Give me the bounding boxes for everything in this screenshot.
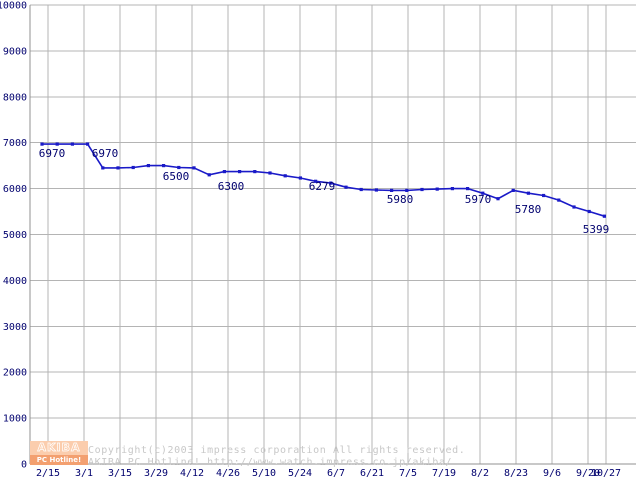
- data-point-value-label: 6500: [163, 170, 190, 183]
- data-point-marker: [253, 170, 257, 174]
- data-point-value-label: 6970: [39, 147, 66, 160]
- x-tick-label: 6/21: [360, 468, 384, 479]
- y-tick-label: 3000: [3, 322, 27, 333]
- y-axis-ticks: 0 1000 2000 3000 4000 5000 6000 7000 8000 9000 100…: [0, 1, 27, 471]
- data-point-marker: [496, 197, 500, 201]
- x-tick-label: 3/1: [75, 468, 93, 479]
- y-tick-label: 6000: [3, 184, 27, 195]
- x-tick-label: 7/19: [432, 468, 456, 479]
- data-point-value-label: 5399: [583, 223, 610, 236]
- data-point-marker: [86, 142, 90, 146]
- y-tick-label: 1000: [3, 414, 27, 425]
- x-tick-label: 5/24: [288, 468, 312, 479]
- logo-subtitle: PC Hotline!: [30, 455, 88, 465]
- data-point-value-label: 6279: [309, 180, 336, 193]
- data-point-marker: [405, 188, 409, 192]
- x-tick-label: 10/27: [591, 468, 621, 479]
- data-point-marker: [420, 187, 424, 192]
- data-point-marker: [450, 187, 454, 191]
- x-tick-label: 2/15: [36, 468, 60, 479]
- data-point-marker: [222, 170, 226, 174]
- data-point-marker: [192, 166, 196, 170]
- data-point-value-label: 6300: [218, 180, 245, 193]
- x-tick-label: 5/10: [252, 468, 276, 479]
- x-tick-label: 6/7: [327, 468, 345, 479]
- data-point-marker: [238, 170, 242, 174]
- data-point-marker: [40, 142, 44, 146]
- data-point-value-label: 5970: [465, 193, 492, 206]
- data-point-marker: [542, 193, 546, 198]
- x-tick-label: 9/20: [576, 468, 600, 479]
- y-tick-label: 2000: [3, 368, 27, 379]
- x-tick-label: 3/15: [108, 468, 132, 479]
- data-point-marker: [481, 191, 485, 195]
- data-point-marker: [70, 142, 74, 146]
- data-point-marker: [557, 198, 561, 202]
- data-point-value-label: 5780: [515, 203, 542, 216]
- data-series: [42, 143, 605, 217]
- data-point-marker: [207, 173, 211, 177]
- data-point-marker: [602, 214, 606, 218]
- data-point-marker: [572, 205, 576, 209]
- data-point-marker: [344, 185, 348, 189]
- data-point-marker: [359, 187, 363, 192]
- akiba-pc-hotline-logo: AKIBA PC Hotline!: [30, 441, 88, 465]
- y-tick-label: 10000: [0, 1, 27, 12]
- y-tick-label: 4000: [3, 276, 27, 287]
- data-point-marker: [435, 187, 439, 191]
- data-point-marker: [526, 191, 530, 195]
- data-point-marker: [314, 179, 318, 183]
- x-tick-label: 8/23: [504, 468, 528, 479]
- data-point-marker: [131, 165, 135, 170]
- y-tick-label: 5000: [3, 230, 27, 241]
- data-point-marker: [511, 188, 515, 192]
- x-axis-ticks: 2/15 3/1 3/15 3/29 4/12 4/26 5/10 5/24 6/7 6/21 7/…: [36, 468, 621, 479]
- y-tick-label: 7000: [3, 138, 27, 149]
- data-point-value-label: 6970: [92, 147, 119, 160]
- data-point-marker: [146, 164, 150, 168]
- data-point-markers: [40, 142, 606, 218]
- data-point-marker: [466, 187, 470, 191]
- y-tick-label: 8000: [3, 92, 27, 103]
- data-point-marker: [390, 188, 394, 192]
- x-tick-label: 3/29: [144, 468, 168, 479]
- y-tick-label: 9000: [3, 46, 27, 57]
- data-point-marker: [268, 171, 272, 175]
- y-tick-label: 0: [21, 460, 27, 471]
- price-line: [42, 143, 605, 217]
- data-point-marker: [329, 181, 333, 185]
- logo-title: AKIBA: [37, 441, 81, 454]
- data-point-marker: [101, 166, 105, 170]
- data-point-marker: [55, 142, 59, 146]
- data-point-marker: [283, 174, 287, 178]
- data-point-labels: 6970 6970 6500 6300 6279 5980 5970 5780 5399: [39, 147, 610, 236]
- x-tick-label: 8/2: [471, 468, 489, 479]
- x-tick-label: 4/26: [216, 468, 240, 479]
- data-point-marker: [587, 209, 591, 214]
- data-point-marker: [374, 188, 378, 192]
- grid-lines: [29, 4, 636, 465]
- site-url-line: AKIBA PC Hotline! http://www.watch.impre…: [88, 457, 452, 468]
- data-point-marker: [162, 164, 166, 168]
- data-point-marker: [177, 165, 181, 170]
- data-point-marker: [116, 166, 120, 170]
- x-tick-label: 7/5: [399, 468, 417, 479]
- data-point-value-label: 5980: [387, 193, 414, 206]
- data-point-marker: [298, 176, 302, 180]
- x-tick-label: 4/12: [180, 468, 204, 479]
- copyright-line: Copyright(c)2003 impress corporation All…: [88, 445, 465, 456]
- x-tick-label: 9/6: [543, 468, 561, 479]
